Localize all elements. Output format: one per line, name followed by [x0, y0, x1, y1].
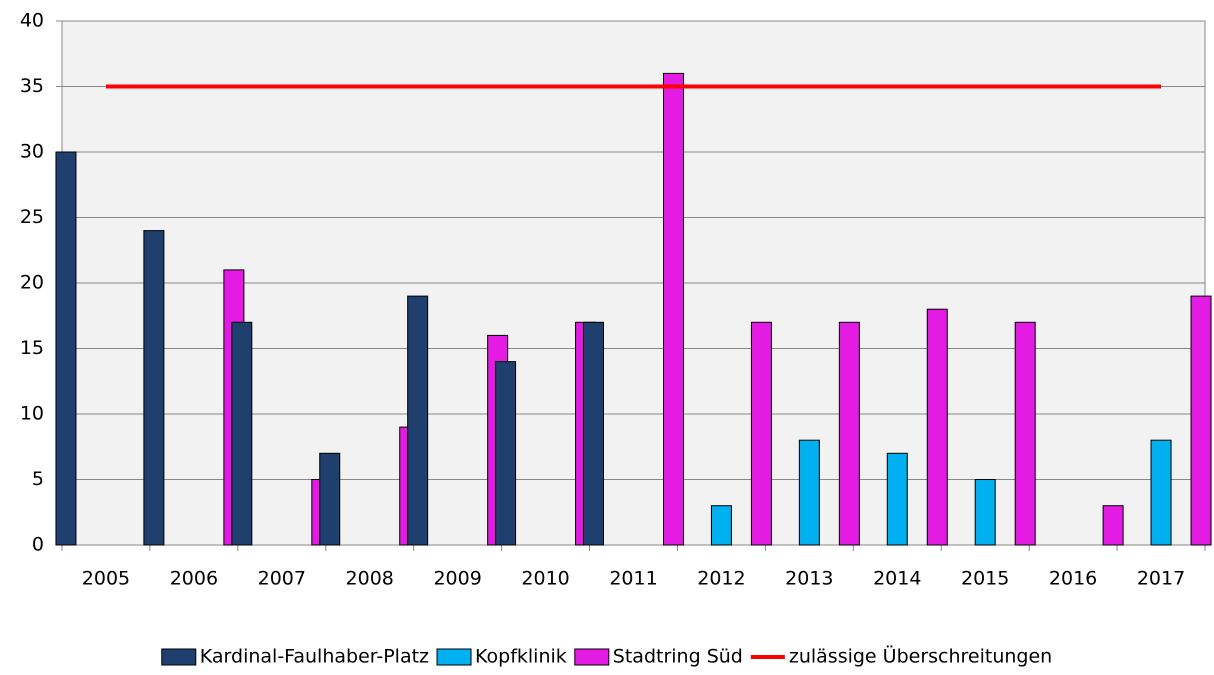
y-tick-label: 10	[20, 403, 44, 425]
legend-item: Kardinal-Faulhaber-Platz	[161, 646, 429, 668]
bar	[1102, 505, 1124, 546]
legend-item: Kopfklinik	[436, 646, 567, 668]
x-tick-label: 2005	[82, 568, 130, 590]
bar	[974, 479, 996, 546]
x-tick-label: 2010	[521, 568, 569, 590]
bar	[495, 361, 517, 546]
x-tick-label: 2015	[961, 568, 1009, 590]
bar	[143, 230, 165, 546]
bar	[926, 308, 948, 546]
bar	[838, 321, 860, 546]
x-tick-label: 2017	[1137, 568, 1185, 590]
legend-label: zulässige Überschreitungen	[789, 645, 1052, 668]
bar	[583, 321, 604, 546]
bar	[750, 321, 772, 546]
bar	[663, 72, 684, 546]
legend-swatch	[436, 648, 472, 666]
y-tick-label: 30	[20, 141, 44, 163]
y-tick-label: 0	[32, 534, 44, 556]
y-tick-label: 40	[20, 10, 44, 32]
bar	[1150, 439, 1172, 546]
legend-swatch	[161, 648, 197, 666]
x-tick-label: 2011	[609, 568, 657, 590]
x-tick-label: 2014	[873, 568, 921, 590]
legend-label: Stadtring Süd	[613, 646, 743, 668]
bar	[886, 452, 908, 546]
legend-item: Stadtring Süd	[574, 646, 743, 668]
x-tick-label: 2006	[170, 568, 218, 590]
bar	[1190, 295, 1212, 546]
bar	[55, 151, 77, 546]
x-tick-label: 2009	[433, 568, 481, 590]
y-tick-label: 5	[32, 468, 44, 490]
bar	[1014, 321, 1036, 546]
y-tick-label: 25	[20, 206, 44, 228]
bar	[710, 505, 732, 546]
legend-item: zulässige Überschreitungen	[750, 645, 1052, 668]
legend-label: Kopfklinik	[475, 646, 567, 668]
x-tick-label: 2016	[1049, 568, 1097, 590]
y-tick-label: 35	[20, 75, 44, 97]
bar	[319, 452, 341, 546]
x-tick-label: 2008	[346, 568, 394, 590]
legend-label: Kardinal-Faulhaber-Platz	[200, 646, 429, 668]
y-tick-label: 20	[20, 272, 44, 294]
bar	[231, 321, 253, 546]
bar	[798, 439, 820, 546]
x-tick-label: 2012	[697, 568, 745, 590]
x-tick-label: 2013	[785, 568, 833, 590]
bar	[407, 295, 429, 546]
legend-swatch	[574, 648, 610, 666]
y-tick-label: 15	[20, 337, 44, 359]
x-tick-label: 2007	[258, 568, 306, 590]
